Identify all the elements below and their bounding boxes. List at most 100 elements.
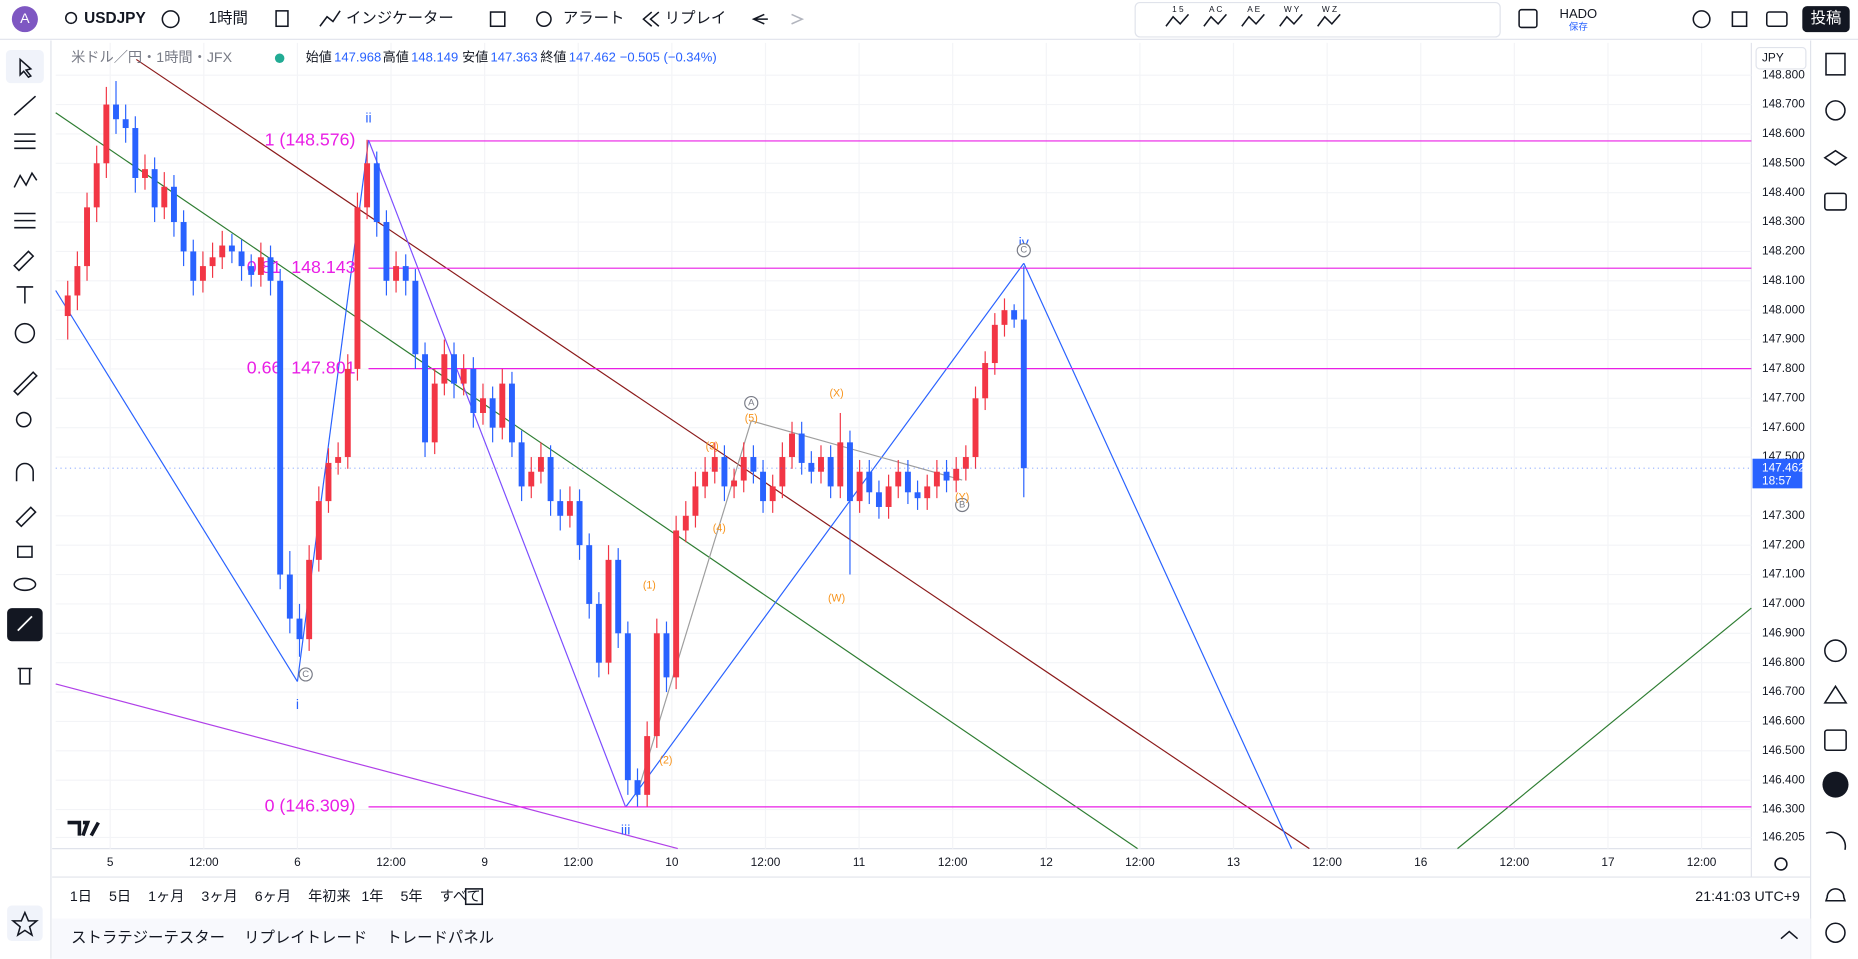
candle-body [267,257,274,281]
alerts[interactable] [1825,100,1846,121]
candle-body [373,163,380,223]
open-label: 始値 [306,50,332,65]
range-button[interactable]: 1年 [361,888,383,905]
range-button[interactable]: 5年 [401,888,423,905]
candle-body [653,633,660,737]
range-button[interactable]: 1日 [70,889,92,905]
indicators[interactable]: インジケーター [346,9,454,27]
pattern-tool[interactable] [13,171,38,188]
lock[interactable] [17,545,33,558]
x-tick-label: 12:00 [376,855,406,869]
alert[interactable]: アラート [563,10,625,27]
fullscreen[interactable] [1731,11,1748,28]
y-tick-label: 148.800 [1762,67,1805,81]
wave-label: iv [1019,235,1030,251]
layout-name[interactable]: HADO [1560,6,1598,21]
interval[interactable]: 1時間 [209,9,248,27]
pattern-tool-label[interactable]: 1 5 [1172,4,1184,14]
candle-body [818,457,824,472]
axis-settings[interactable] [1774,857,1788,871]
hide[interactable] [13,577,37,592]
x-tick-label: 12:00 [1500,855,1530,869]
range-button[interactable]: 年初来 [308,888,351,905]
legend-title: 米ドル／円・1時間・JFX [71,49,233,66]
range-button[interactable]: すべて [440,888,481,905]
candle-body [731,480,738,487]
replay-icon [642,11,660,27]
settings[interactable] [1692,10,1711,29]
currency-box[interactable] [1755,46,1807,70]
brush-tool[interactable] [13,250,35,272]
avatar[interactable] [11,6,38,33]
zoom[interactable] [15,411,32,428]
candle-body [866,471,873,493]
trend-tool[interactable] [13,95,37,116]
wave-circle [955,497,970,513]
trash[interactable] [17,667,32,685]
candle-type[interactable] [275,10,289,28]
candle-body [74,266,81,296]
panel-tab[interactable]: トレードパネル [386,930,494,947]
y-tick-label: 146.400 [1762,772,1805,786]
text-tool[interactable] [16,286,34,304]
favorites[interactable] [10,910,39,937]
range-button[interactable]: 6ヶ月 [255,889,291,905]
y-tick-label: 147.800 [1762,361,1805,375]
undo[interactable] [751,13,768,25]
forecast-tool[interactable] [14,212,36,229]
fib-tool[interactable] [14,133,36,150]
candle-body [518,442,525,487]
x-tick-label: 6 [294,855,301,869]
hotlist[interactable] [1824,639,1847,663]
y-tick-label: 147.700 [1762,390,1805,404]
panel-tab[interactable]: リプレイトレード [244,929,367,947]
pattern-tool-label[interactable]: W Y [1284,4,1300,14]
cursor[interactable] [19,57,33,79]
replay[interactable]: リプレイ [665,9,727,27]
wave-label: i [296,697,299,713]
candle-body [508,383,515,443]
candle-body [644,736,651,795]
market-status [274,53,285,63]
magnet[interactable] [15,462,34,482]
symbol[interactable]: USDJPY [84,10,146,27]
goto-date[interactable] [464,888,484,906]
pattern-tool-icon [1241,13,1265,27]
watch-bg [7,905,43,942]
shape-tool[interactable] [1518,8,1538,29]
candle-body [132,128,139,178]
stream[interactable] [1825,831,1847,850]
pattern-tool-label[interactable]: A C [1209,4,1222,14]
add-symbol[interactable] [161,10,180,29]
templates[interactable] [489,11,506,28]
range-button[interactable]: 5日 [109,889,131,905]
redo[interactable] [791,13,805,25]
candle-body [673,530,680,678]
high-label: 高値 [383,50,409,65]
candle-body [364,163,371,208]
apps[interactable] [1822,771,1849,798]
wave-label: B [959,499,965,510]
range-button[interactable]: 3ヶ月 [201,889,237,905]
panel-tab[interactable]: ストラテジーテスター [71,929,225,947]
object-tree[interactable] [1823,149,1848,166]
candle-body [615,559,622,634]
watchlist[interactable] [1825,52,1846,76]
ruler[interactable] [13,371,38,396]
range-button[interactable]: 1ヶ月 [148,889,184,905]
x-tick-label: 10 [665,855,679,869]
publish-button[interactable] [1802,6,1850,33]
icon-tool[interactable] [14,322,36,344]
x-tick-label: 12:00 [563,855,593,869]
candle-body [750,457,757,472]
pattern-tool-label[interactable]: A E [1247,4,1260,14]
help[interactable] [1825,922,1846,943]
draw-mode[interactable] [15,506,37,528]
chat[interactable] [1824,192,1847,211]
screenshot[interactable] [1765,11,1788,28]
ideas[interactable] [1823,684,1848,704]
pattern-tool-label[interactable]: W Z [1322,4,1337,14]
notifications[interactable] [1824,888,1847,902]
calendar[interactable] [1824,729,1847,752]
expand-panel[interactable] [1780,930,1799,940]
